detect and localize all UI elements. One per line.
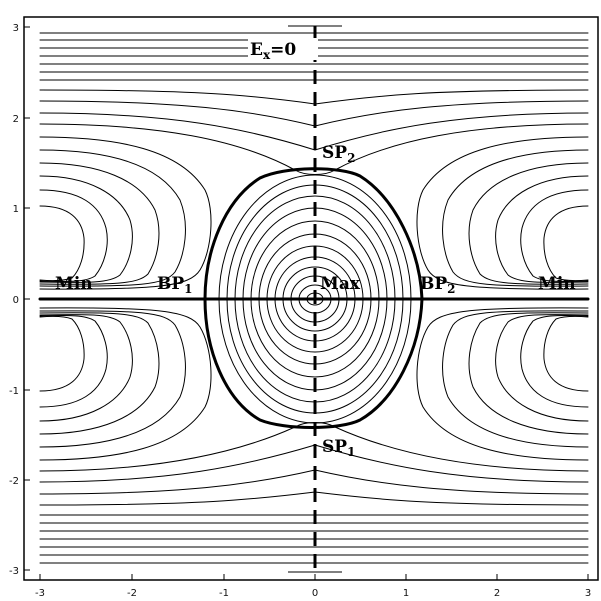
x-tick-label: 3	[585, 588, 591, 599]
sp2-label-main: SP	[322, 143, 347, 163]
ex-zero-label: Ex=0	[250, 40, 296, 62]
x-tick-label: -1	[219, 588, 229, 599]
sp2-label: SP2	[322, 143, 355, 165]
bp1-label: BP1	[157, 274, 193, 296]
separatrix	[38, 167, 590, 429]
max-label: Max	[320, 274, 361, 294]
x-tick-label: 1	[403, 588, 409, 599]
y-tick-label: 2	[13, 114, 19, 125]
sp1-label: SP1	[322, 437, 355, 459]
ex-zero-label-main: E	[250, 40, 263, 60]
y-tick-label: -1	[9, 386, 19, 397]
min-label-right: Min	[538, 274, 576, 294]
sp2-label-sub: 2	[347, 151, 355, 165]
x-tick-label: 0	[312, 588, 318, 599]
bp2-label-main: BP	[420, 274, 447, 294]
x-tick-label: -3	[35, 588, 45, 599]
y-tick-labels: 3 2 1 0 -1 -2 -3	[9, 23, 19, 577]
y-tick-label: 0	[13, 295, 19, 306]
y-tick-label: 1	[13, 204, 19, 215]
x-tick-label: -2	[127, 588, 137, 599]
x-axis-ticks	[39, 574, 589, 580]
sp1-label-main: SP	[322, 437, 347, 457]
y-axis-ticks	[24, 26, 30, 571]
ex-zero-label-sub: x	[263, 48, 271, 62]
y-tick-label: -2	[9, 476, 19, 487]
bp2-label: BP2	[420, 274, 456, 296]
ex-zero-label-rest: =0	[270, 40, 296, 60]
x-tick-labels: -3 -2 -1 0 1 2 3	[35, 588, 591, 599]
y-tick-label: 3	[13, 23, 19, 34]
bp2-label-sub: 2	[447, 282, 455, 296]
ex-zero-label-bg	[248, 38, 318, 60]
sp1-label-sub: 1	[347, 445, 355, 459]
bp1-label-main: BP	[157, 274, 184, 294]
bp1-label-sub: 1	[184, 282, 192, 296]
x-tick-label: 2	[494, 588, 500, 599]
y-tick-label: -3	[9, 566, 19, 577]
min-label-left: Min	[55, 274, 93, 294]
